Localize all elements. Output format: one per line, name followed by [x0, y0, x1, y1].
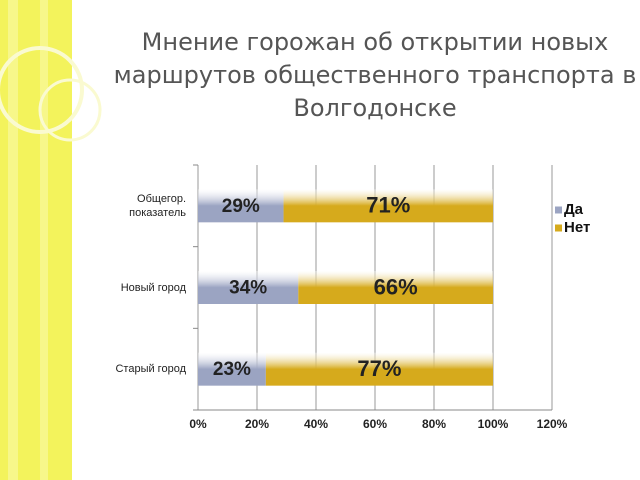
x-tick-label: 100%	[478, 417, 509, 431]
bar	[265, 352, 493, 386]
value-label: 77%	[357, 356, 401, 381]
legend-label: Нет	[564, 219, 590, 236]
bar	[298, 271, 493, 304]
value-label: 34%	[229, 278, 267, 299]
chart-title: Мнение горожан об открытии новых маршрут…	[113, 28, 637, 122]
value-label: 66%	[374, 274, 418, 299]
value-label: 71%	[366, 193, 410, 218]
x-tick-label: 80%	[422, 417, 446, 431]
x-tick-label: 60%	[363, 417, 387, 431]
x-tick-label: 0%	[189, 417, 207, 431]
y-tick-label: Старый город	[115, 363, 186, 376]
legend-swatch	[555, 224, 562, 232]
bar	[198, 271, 299, 304]
x-tick-label: 120%	[537, 417, 568, 431]
legend-swatch	[555, 206, 562, 214]
value-label: 29%	[222, 196, 260, 217]
decor-circle	[38, 78, 102, 142]
x-tick-label: 40%	[304, 417, 328, 431]
y-tick-label: Новый город	[120, 281, 186, 294]
decor-circle	[0, 46, 84, 134]
side-stripe	[40, 0, 48, 480]
value-label: 23%	[213, 359, 251, 380]
side-stripe	[8, 0, 18, 480]
bar	[198, 189, 284, 223]
bar	[198, 352, 266, 386]
legend-label: Да	[564, 201, 584, 218]
x-tick-label: 20%	[245, 417, 269, 431]
y-tick-label: Общегор. показатель	[129, 192, 186, 219]
bar	[283, 189, 493, 223]
